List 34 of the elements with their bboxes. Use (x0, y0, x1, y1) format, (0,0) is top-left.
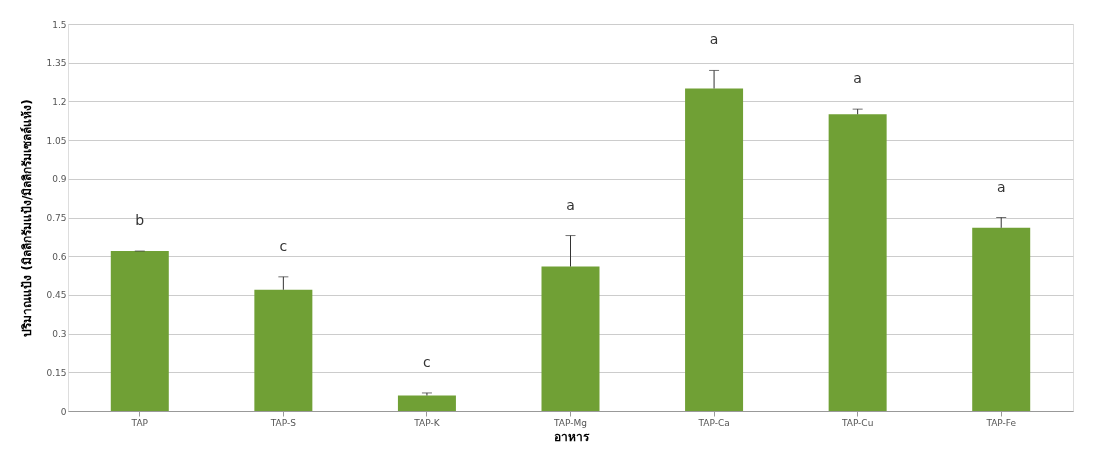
x-tick-label: TAP-Mg (553, 417, 587, 428)
y-tick-label: 0.45 (46, 290, 67, 301)
y-tick-label: 0.15 (46, 367, 67, 378)
x-tick-label: TAP-Ca (697, 417, 730, 428)
y-tick-label: 0.9 (52, 174, 67, 185)
y-tick-label: 0.6 (52, 251, 67, 262)
annotation: a (853, 70, 862, 87)
bar (685, 88, 744, 411)
annotation: b (135, 212, 145, 229)
y-tick-label: 0.3 (52, 329, 67, 340)
bar (828, 114, 887, 411)
annotation: c (423, 353, 431, 370)
x-tick-label: TAP-K (413, 417, 441, 428)
x-tick-label: TAP-Cu (840, 417, 874, 428)
annotation: a (566, 196, 575, 213)
y-axis-title: ปริมาณแป้ง (มิลลิกรัมแป้ง/มิลลิกรัมเซลล์แห้ง) (20, 99, 35, 337)
bar (541, 266, 600, 411)
bar (397, 395, 456, 411)
bar (972, 227, 1031, 411)
x-tick-label: TAP (130, 417, 149, 428)
y-tick-label: 0 (60, 406, 67, 417)
y-tick-label: 1.35 (46, 58, 67, 69)
x-tick-label: TAP-Fe (985, 417, 1017, 428)
y-tick-label: 1.5 (52, 19, 67, 30)
annotation: c (279, 237, 288, 254)
x-tick-label: TAP-S (269, 417, 297, 428)
bar (254, 289, 313, 411)
bar (110, 251, 169, 411)
y-tick-label: 1.05 (46, 135, 67, 146)
x-axis-title: อาหาร (553, 429, 590, 444)
y-tick-label: 0.75 (46, 213, 67, 223)
y-tick-label: 1.2 (52, 96, 67, 107)
annotation: a (709, 31, 719, 48)
annotation: a (996, 178, 1006, 195)
